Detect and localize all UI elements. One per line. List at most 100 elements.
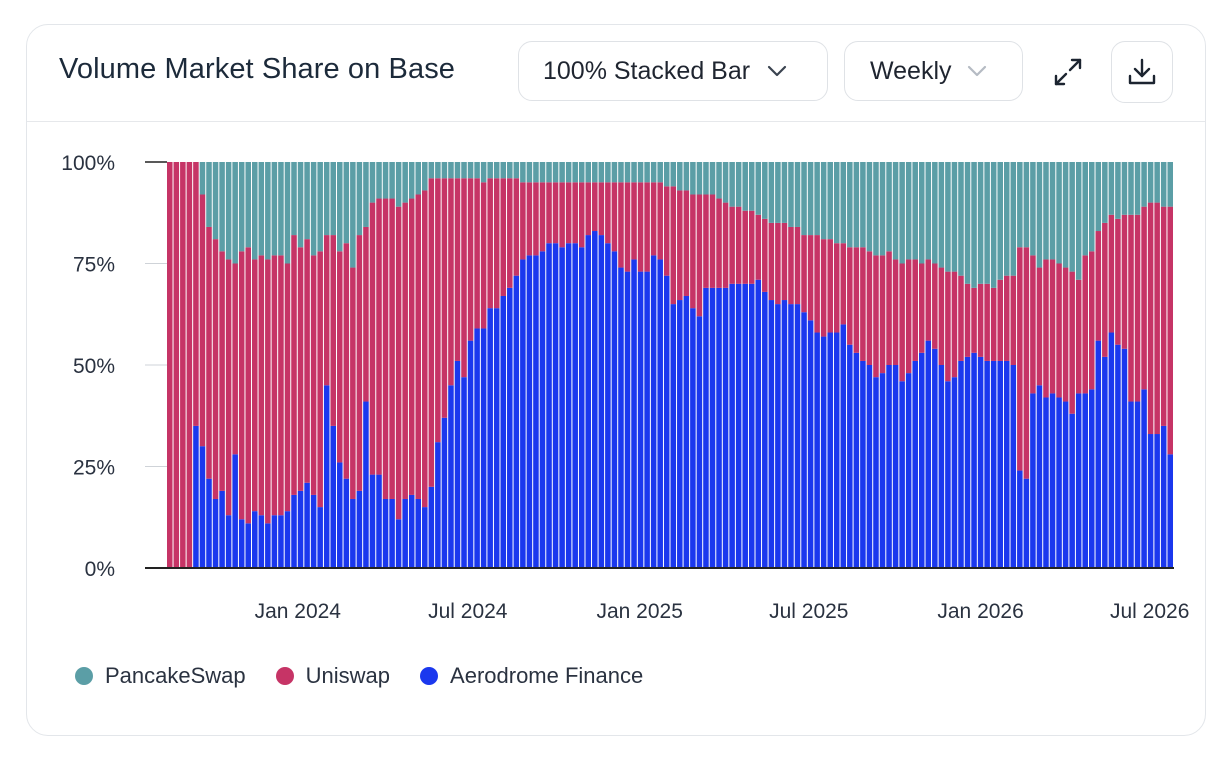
bar-segment-pancakeswap [1095, 162, 1102, 232]
bar-segment-aerodrome-finance [539, 251, 546, 568]
bar-segment-uniswap [827, 239, 833, 333]
bar-segment-uniswap [820, 239, 827, 337]
bar-segment-uniswap [1003, 275, 1010, 361]
bar-segment-pancakeswap [428, 162, 435, 179]
bar-segment-aerodrome-finance [1056, 397, 1062, 568]
bar-segment-uniswap [977, 283, 984, 357]
chevron-down-icon [967, 65, 986, 77]
x-tick-label: Jan 2024 [255, 600, 342, 623]
bar-segment-uniswap [1095, 231, 1102, 341]
bar-segment-uniswap [637, 182, 644, 272]
bar-segment-pancakeswap [435, 162, 441, 179]
bar-segment-aerodrome-finance [513, 275, 520, 568]
bar-segment-aerodrome-finance [199, 446, 206, 568]
bar-segment-uniswap [284, 263, 291, 512]
bar-segment-pancakeswap [663, 162, 670, 187]
bar-segment-uniswap [180, 162, 186, 568]
bar-segment-uniswap [670, 186, 677, 305]
bar-segment-aerodrome-finance [1023, 478, 1030, 568]
bar-segment-pancakeswap [605, 162, 611, 183]
bar-segment-uniswap [677, 190, 683, 301]
legend-item-uniswap[interactable]: Uniswap [275, 663, 391, 689]
bar-segment-pancakeswap [1167, 162, 1173, 207]
bar-segment-pancakeswap [219, 162, 225, 252]
bar-segment-uniswap [363, 226, 369, 402]
bar-segment-uniswap [546, 182, 552, 244]
download-icon [1128, 58, 1156, 85]
bar-segment-uniswap [938, 267, 945, 365]
bar-segment-aerodrome-finance [775, 304, 781, 568]
bar-segment-aerodrome-finance [1062, 401, 1069, 568]
bar-segment-pancakeswap [775, 162, 781, 223]
bar-segment-aerodrome-finance [650, 255, 657, 568]
bar-segment-uniswap [219, 251, 225, 491]
bar-segment-uniswap [245, 247, 252, 524]
y-tick-label: 0% [85, 558, 115, 581]
bar-segment-uniswap [291, 235, 297, 495]
bar-segment-uniswap [860, 247, 866, 361]
bar-segment-pancakeswap [493, 162, 500, 179]
chart-type-dropdown[interactable]: 100% Stacked Bar [518, 41, 828, 101]
bar-segment-aerodrome-finance [1069, 413, 1075, 568]
legend-label: Uniswap [305, 663, 391, 688]
bar-segment-pancakeswap [631, 162, 637, 183]
bar-segment-pancakeswap [271, 162, 278, 256]
legend-label: Aerodrome Finance [450, 663, 644, 688]
bar-segment-pancakeswap [363, 162, 369, 227]
bar-segment-uniswap [1062, 267, 1069, 402]
bar-segment-uniswap [448, 178, 454, 386]
bar-segment-pancakeswap [755, 162, 762, 215]
bar-segment-aerodrome-finance [984, 360, 990, 568]
bar-segment-aerodrome-finance [565, 243, 572, 568]
bar-segment-uniswap [853, 247, 860, 353]
bar-segment-pancakeswap [657, 162, 663, 183]
bar-segment-pancakeswap [585, 162, 592, 183]
x-tick-label: Jan 2026 [937, 600, 1023, 623]
chart-title: Volume Market Share on Base [59, 53, 456, 85]
bar-segment-uniswap [833, 243, 840, 333]
bar-segment-pancakeswap [1010, 162, 1017, 276]
bar-segment-aerodrome-finance [343, 478, 350, 568]
bar-segment-pancakeswap [683, 162, 690, 191]
bar-segment-uniswap [990, 287, 997, 361]
bar-segment-uniswap [428, 178, 435, 487]
chart-legend: PancakeSwap Uniswap Aerodrome Finance [75, 663, 673, 689]
bar-segment-uniswap [801, 235, 807, 313]
chart-type-label: 100% Stacked Bar [543, 56, 751, 85]
bar-segment-pancakeswap [297, 162, 304, 248]
bar-segment-pancakeswap [238, 162, 245, 252]
bar-segment-pancakeswap [971, 162, 977, 288]
bar-segment-uniswap [814, 235, 820, 333]
bar-segment-pancakeswap [1023, 162, 1030, 248]
bar-segment-uniswap [1154, 202, 1160, 435]
bar-segment-aerodrome-finance [716, 287, 722, 568]
bar-segment-aerodrome-finance [1082, 393, 1088, 568]
expand-button[interactable] [1037, 41, 1099, 103]
bar-segment-aerodrome-finance [964, 356, 971, 568]
bar-segment-pancakeswap [350, 162, 356, 268]
legend-item-aerodrome-finance[interactable]: Aerodrome Finance [420, 663, 643, 689]
bar-segment-pancakeswap [820, 162, 827, 240]
bar-segment-aerodrome-finance [310, 494, 317, 568]
download-button[interactable] [1111, 41, 1173, 103]
bar-segment-aerodrome-finance [546, 243, 552, 568]
bar-segment-aerodrome-finance [415, 498, 422, 568]
legend-item-pancakeswap[interactable]: PancakeSwap [75, 663, 246, 689]
bar-segment-uniswap [748, 210, 755, 284]
bar-segment-aerodrome-finance [1160, 425, 1167, 568]
bar-segment-pancakeswap [232, 162, 238, 264]
bar-segment-pancakeswap [794, 162, 801, 227]
bar-segment-uniswap [807, 235, 814, 321]
bar-segment-aerodrome-finance [317, 507, 323, 568]
interval-dropdown[interactable]: Weekly [844, 41, 1023, 101]
bar-segment-aerodrome-finance [605, 243, 611, 568]
bar-segment-pancakeswap [1036, 162, 1043, 268]
bar-segment-aerodrome-finance [363, 401, 369, 568]
bar-segment-aerodrome-finance [807, 320, 814, 568]
bar-segment-pancakeswap [500, 162, 507, 179]
bar-segment-uniswap [1056, 263, 1062, 398]
x-tick-label: Jan 2025 [596, 600, 682, 623]
bar-segment-uniswap [271, 255, 278, 516]
bar-segment-uniswap [435, 178, 441, 443]
bar-segment-pancakeswap [265, 162, 271, 260]
